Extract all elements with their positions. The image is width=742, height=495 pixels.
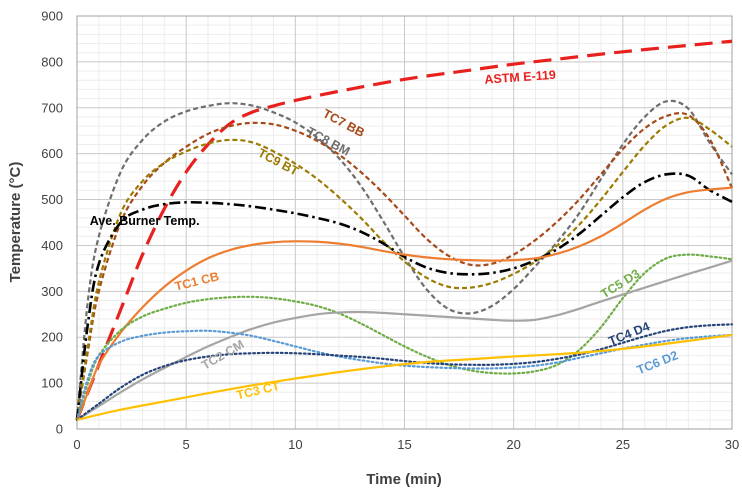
y-tick-label: 200 (41, 330, 63, 345)
x-tick-label: 5 (183, 437, 190, 452)
series-label-tc9-bt: TC9 BT (256, 146, 302, 179)
series-line-tc8-bm (75, 99, 733, 420)
series-line-ave-burner-temp (75, 172, 733, 420)
x-axis-title: Time (min) (366, 471, 442, 488)
y-axis-title: Temperature (°C) (7, 162, 24, 283)
series-line-tc4-d4 (75, 323, 734, 421)
series-line-tc5-d3 (75, 253, 734, 421)
series-label-ave-burner-temp: Ave. Burner Temp. (90, 214, 200, 228)
series-label-tc2-cm: TC2 CM (199, 337, 246, 372)
y-tick-label: 100 (41, 376, 63, 391)
series-lines (75, 39, 734, 421)
y-tick-label: 0 (56, 422, 63, 437)
x-tick-label: 15 (397, 437, 411, 452)
y-tick-label: 900 (41, 9, 63, 24)
series-line-tc1-cb (75, 186, 733, 421)
series-line-tc9-bt (75, 116, 733, 420)
x-tick-label: 10 (288, 437, 302, 452)
series-label-astm-e-119: ASTM E-119 (484, 68, 556, 87)
series-label-tc3-ct: TC3 CT (235, 379, 281, 403)
series-line-tc3-ct (76, 333, 733, 421)
y-tick-label: 600 (41, 146, 63, 161)
y-tick-label: 300 (41, 284, 63, 299)
plot-border (76, 15, 733, 430)
x-tick-label: 30 (725, 437, 739, 452)
y-tick-label: 700 (41, 100, 63, 115)
x-tick-label: 25 (616, 437, 630, 452)
series-line-tc2-cm (76, 259, 733, 421)
y-tick-label: 800 (41, 54, 63, 69)
series-label-tc6-d2: TC6 D2 (635, 348, 680, 377)
y-tick-label: 500 (41, 192, 63, 207)
x-tick-label: 0 (73, 437, 80, 452)
x-tick-label: 20 (506, 437, 520, 452)
series-line-tc7-bb (75, 111, 734, 420)
series-line-astm-e-119 (75, 39, 733, 421)
y-tick-label: 400 (41, 238, 63, 253)
